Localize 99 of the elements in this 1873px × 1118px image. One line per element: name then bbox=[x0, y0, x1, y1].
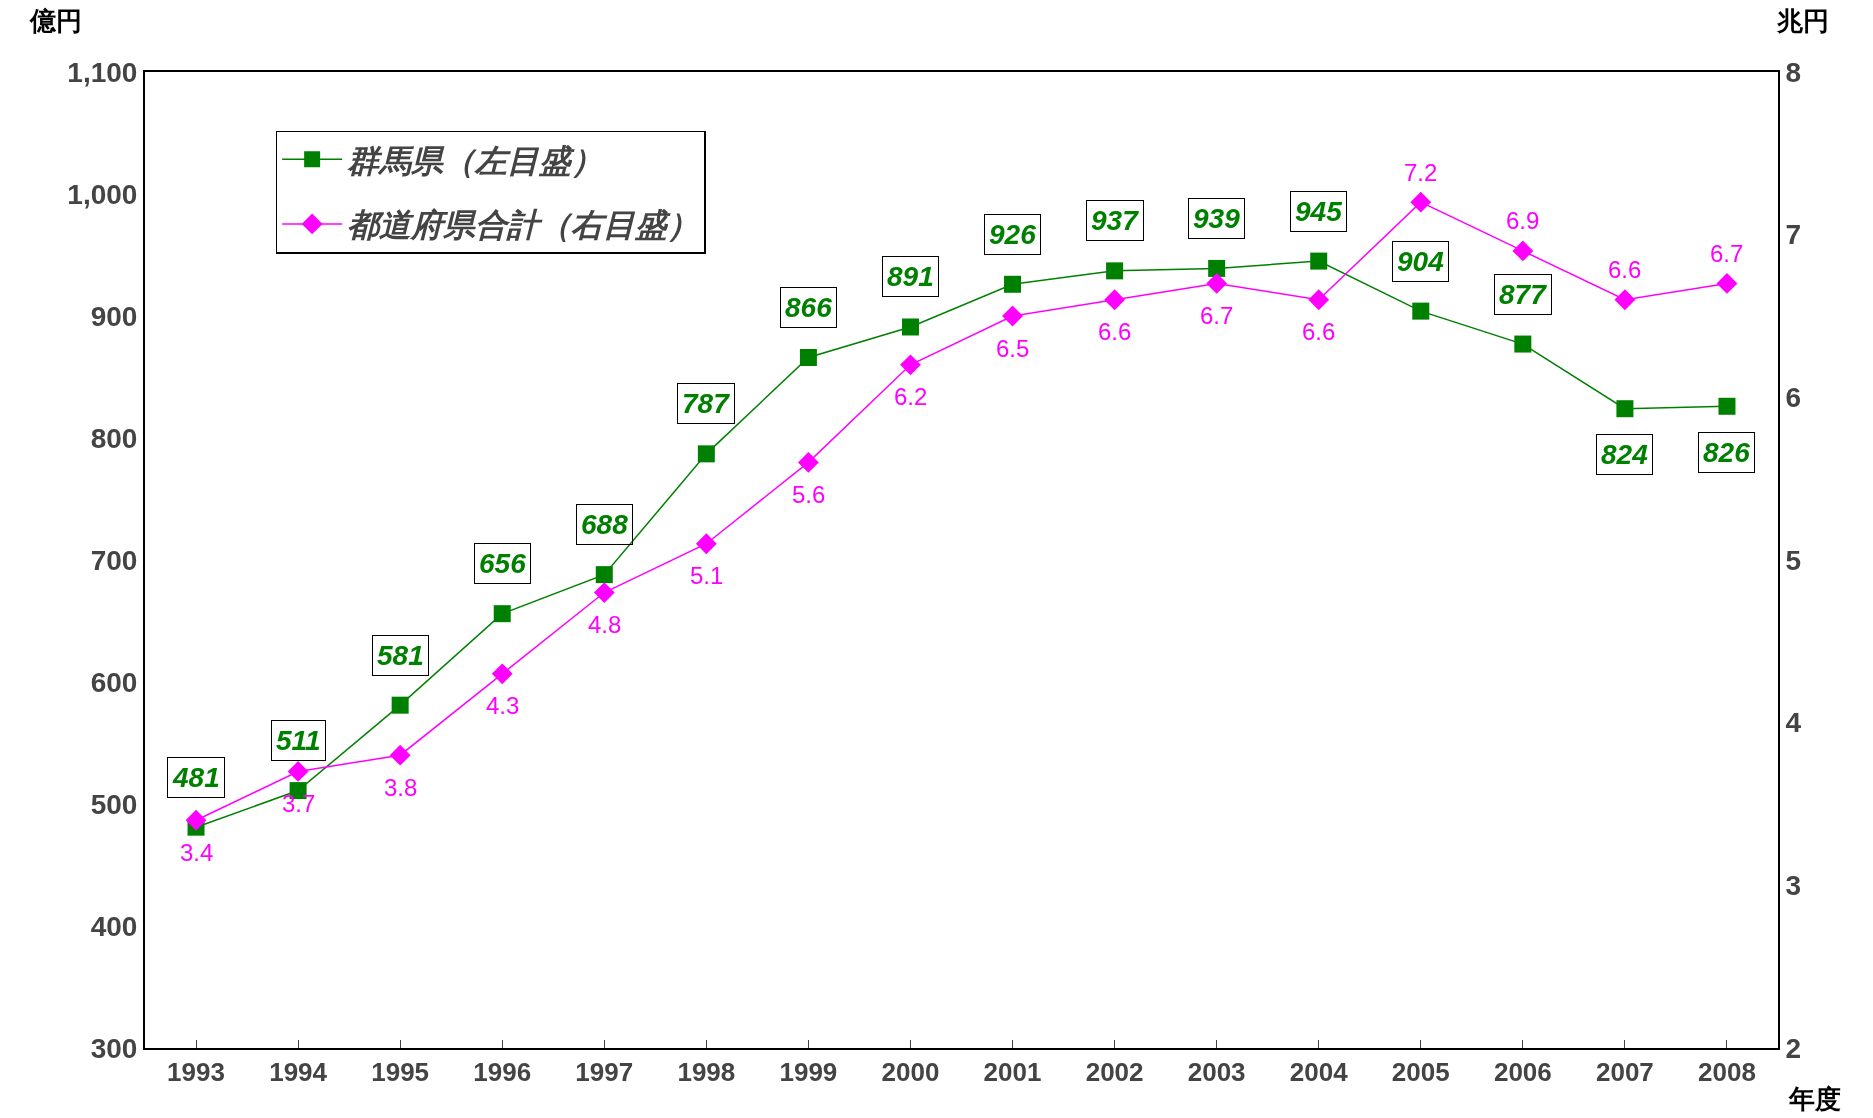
point bbox=[1412, 302, 1430, 320]
data-label: 6.5 bbox=[996, 335, 1030, 362]
data-label: 824 bbox=[1601, 439, 1649, 470]
y2-tick-label: 7 bbox=[1785, 219, 1802, 251]
data-label: 5.6 bbox=[792, 481, 826, 508]
data-label: 481 bbox=[172, 762, 220, 793]
data-label: 866 bbox=[785, 292, 833, 323]
point bbox=[1514, 335, 1532, 353]
point bbox=[1512, 240, 1534, 262]
point bbox=[1410, 191, 1432, 213]
y-tick-label: 500 bbox=[90, 788, 138, 820]
data-label: 926 bbox=[989, 219, 1037, 250]
point bbox=[595, 566, 613, 584]
point bbox=[1718, 397, 1736, 415]
point bbox=[799, 348, 817, 366]
y-tick-label: 600 bbox=[90, 666, 138, 698]
point bbox=[491, 663, 513, 685]
point bbox=[798, 452, 819, 473]
data-label: 3.4 bbox=[180, 839, 214, 866]
y2-tick-label: 2 bbox=[1785, 1032, 1802, 1064]
y-axis-title: 億円 bbox=[29, 6, 82, 36]
data-label: 877 bbox=[1499, 279, 1548, 310]
data-label: 6.6 bbox=[1608, 256, 1642, 283]
data-label: 656 bbox=[479, 548, 527, 579]
data-label: 787 bbox=[682, 388, 731, 419]
y-tick-label: 1,100 bbox=[67, 56, 138, 88]
point bbox=[1616, 400, 1634, 418]
x-tick-label: 2001 bbox=[983, 1057, 1042, 1088]
y-tick-label: 800 bbox=[90, 422, 138, 454]
point bbox=[1002, 305, 1023, 327]
point bbox=[1104, 289, 1125, 311]
point bbox=[593, 582, 615, 603]
point bbox=[389, 744, 411, 766]
x-tick-label: 1996 bbox=[473, 1057, 532, 1088]
data-label: 939 bbox=[1193, 203, 1241, 234]
y2-tick-label: 3 bbox=[1785, 870, 1802, 902]
point bbox=[1716, 273, 1738, 294]
data-label: 937 bbox=[1091, 205, 1140, 236]
data-label: 826 bbox=[1703, 437, 1751, 468]
x-tick-label: 1998 bbox=[677, 1057, 736, 1088]
x-tick-label: 2002 bbox=[1085, 1057, 1144, 1088]
x-tick-label: 2003 bbox=[1187, 1057, 1246, 1088]
legend-label: 都道府県合計（右目盛） bbox=[347, 207, 700, 244]
y2-tick-label: 4 bbox=[1785, 707, 1802, 739]
data-label: 891 bbox=[887, 261, 934, 292]
point bbox=[1206, 273, 1228, 294]
data-label: 945 bbox=[1295, 196, 1343, 227]
data-label: 6.6 bbox=[1302, 318, 1336, 345]
data-label: 688 bbox=[581, 509, 629, 540]
y-tick-label: 700 bbox=[90, 544, 138, 576]
x-tick-label: 1994 bbox=[269, 1057, 328, 1088]
point bbox=[391, 696, 409, 714]
data-label: 6.7 bbox=[1200, 302, 1234, 329]
point bbox=[1308, 289, 1330, 311]
data-label: 4.8 bbox=[588, 611, 622, 638]
point bbox=[493, 605, 511, 623]
x-axis-title: 年度 bbox=[1788, 1084, 1841, 1114]
data-label: 6.6 bbox=[1098, 318, 1132, 345]
data-label: 904 bbox=[1397, 246, 1445, 277]
y-tick-label: 300 bbox=[90, 1032, 138, 1064]
data-label: 511 bbox=[276, 725, 321, 756]
data-label: 6.9 bbox=[1506, 207, 1540, 234]
x-tick-label: 1995 bbox=[371, 1057, 430, 1088]
point bbox=[900, 354, 921, 376]
y-tick-label: 900 bbox=[90, 300, 138, 332]
y-tick-label: 1,000 bbox=[67, 178, 138, 210]
point bbox=[695, 533, 717, 555]
data-label: 7.2 bbox=[1404, 159, 1438, 186]
data-label: 6.2 bbox=[894, 383, 928, 410]
point bbox=[1106, 262, 1124, 280]
x-tick-label: 2000 bbox=[881, 1057, 940, 1088]
point bbox=[901, 318, 919, 336]
x-tick-label: 1997 bbox=[575, 1057, 634, 1088]
data-label: 4.3 bbox=[486, 692, 520, 719]
x-tick-label: 2008 bbox=[1698, 1057, 1756, 1088]
x-tick-label: 2006 bbox=[1493, 1057, 1552, 1088]
x-tick-label: 2007 bbox=[1595, 1057, 1654, 1088]
y2-tick-label: 8 bbox=[1785, 56, 1802, 88]
point bbox=[1310, 252, 1328, 270]
point bbox=[1208, 259, 1226, 277]
data-label: 581 bbox=[377, 640, 424, 671]
data-label: 5.1 bbox=[690, 562, 724, 589]
point bbox=[185, 809, 207, 831]
point bbox=[697, 445, 715, 463]
y-tick-label: 400 bbox=[90, 910, 138, 942]
legend-label: 群馬県（左目盛） bbox=[347, 142, 604, 179]
data-label: 6.7 bbox=[1710, 240, 1744, 267]
data-label: 3.7 bbox=[282, 790, 316, 817]
y2-tick-label: 5 bbox=[1785, 544, 1802, 576]
point bbox=[1614, 289, 1636, 311]
x-tick-label: 1993 bbox=[167, 1057, 225, 1088]
x-tick-label: 1999 bbox=[779, 1057, 838, 1088]
point bbox=[1004, 275, 1022, 293]
x-tick-label: 2005 bbox=[1391, 1057, 1450, 1088]
y2-tick-label: 6 bbox=[1785, 382, 1802, 414]
point bbox=[287, 761, 309, 782]
data-label: 3.8 bbox=[384, 774, 418, 801]
y2-axis-title: 兆円 bbox=[1776, 6, 1829, 36]
x-tick-label: 2004 bbox=[1289, 1057, 1349, 1088]
